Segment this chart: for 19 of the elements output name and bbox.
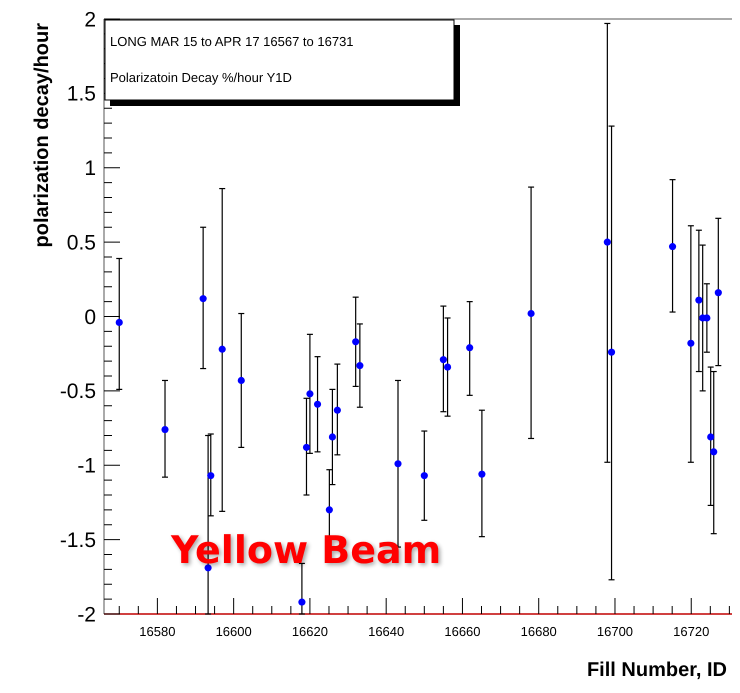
y-tick-label: 1 xyxy=(84,157,96,180)
x-axis-title: Fill Number, ID xyxy=(586,659,727,681)
y-tick-label: 2 xyxy=(84,8,96,32)
x-tick-label: 16660 xyxy=(444,624,481,639)
y-tick-label: 0.5 xyxy=(66,231,96,254)
y-tick-label: -1 xyxy=(77,454,96,478)
y-tick-label: -0.5 xyxy=(60,380,96,404)
y-tick-label: -1.5 xyxy=(60,528,96,552)
x-tick-label: 16580 xyxy=(139,624,176,639)
y-tick-label: 0 xyxy=(84,306,96,329)
x-tick-label: 16720 xyxy=(673,624,710,639)
x-tick-label: 16680 xyxy=(520,624,557,639)
x-tick-label: 16700 xyxy=(596,624,634,639)
x-tick-label: 16600 xyxy=(216,624,252,639)
x-tick-label: 16620 xyxy=(292,624,328,639)
y-tick-label: -2 xyxy=(77,603,96,626)
y-tick-label: 1.5 xyxy=(66,82,96,106)
x-tick-label: 16640 xyxy=(368,624,404,639)
y-axis-title: polarization decay/hour xyxy=(31,22,53,248)
